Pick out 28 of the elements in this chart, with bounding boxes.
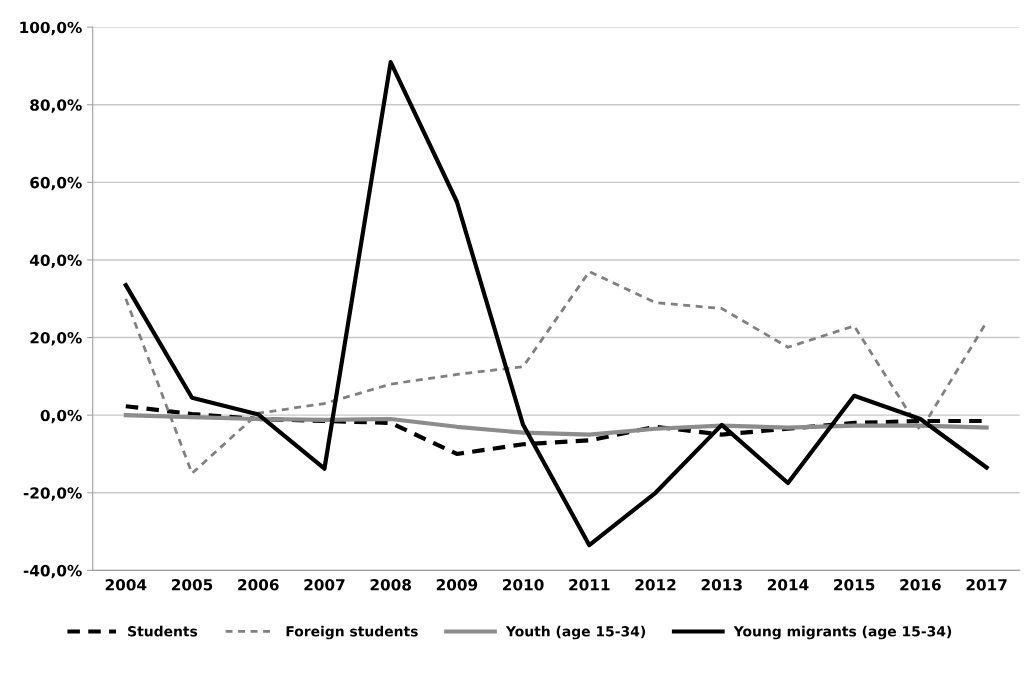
legend-label: Foreign students — [286, 625, 418, 640]
y-tick-label: 40,0% — [29, 254, 82, 268]
y-tick-label: 60,0% — [30, 176, 82, 191]
x-tick-label: 2009 — [436, 578, 478, 591]
y-tick-label: 100,0% — [20, 21, 82, 36]
x-tick-label: 2005 — [171, 578, 213, 591]
line-series — [124, 270, 988, 475]
legend-label: Young migrants (age 15-34) — [733, 625, 952, 640]
x-tick-label: 2016 — [900, 578, 941, 591]
x-tick-label: 2006 — [238, 578, 279, 591]
x-tick-label: 2013 — [701, 578, 742, 591]
y-tick-label: 20,0% — [30, 332, 82, 346]
y-tick-label: -40,0% — [23, 564, 82, 579]
x-tick-label: 2011 — [569, 578, 610, 591]
x-tick-label: 2007 — [304, 578, 345, 591]
y-tick-label: 80,0% — [30, 99, 82, 113]
legend-label: Students — [128, 625, 198, 637]
x-tick-label: 2010 — [503, 578, 544, 591]
x-tick-label: 2017 — [966, 578, 1007, 591]
x-tick-label: 2004 — [105, 578, 147, 591]
x-tick-label: 2012 — [635, 578, 676, 591]
y-tick-label: 0,0% — [40, 409, 82, 424]
line-series — [123, 59, 989, 548]
x-tick-label: 2015 — [834, 578, 875, 591]
x-tick-label: 2014 — [767, 578, 809, 591]
x-tick-label: 2008 — [370, 578, 411, 591]
y-tick-label: -20,0% — [23, 487, 82, 501]
legend-label: Youth (age 15-34) — [505, 625, 646, 640]
